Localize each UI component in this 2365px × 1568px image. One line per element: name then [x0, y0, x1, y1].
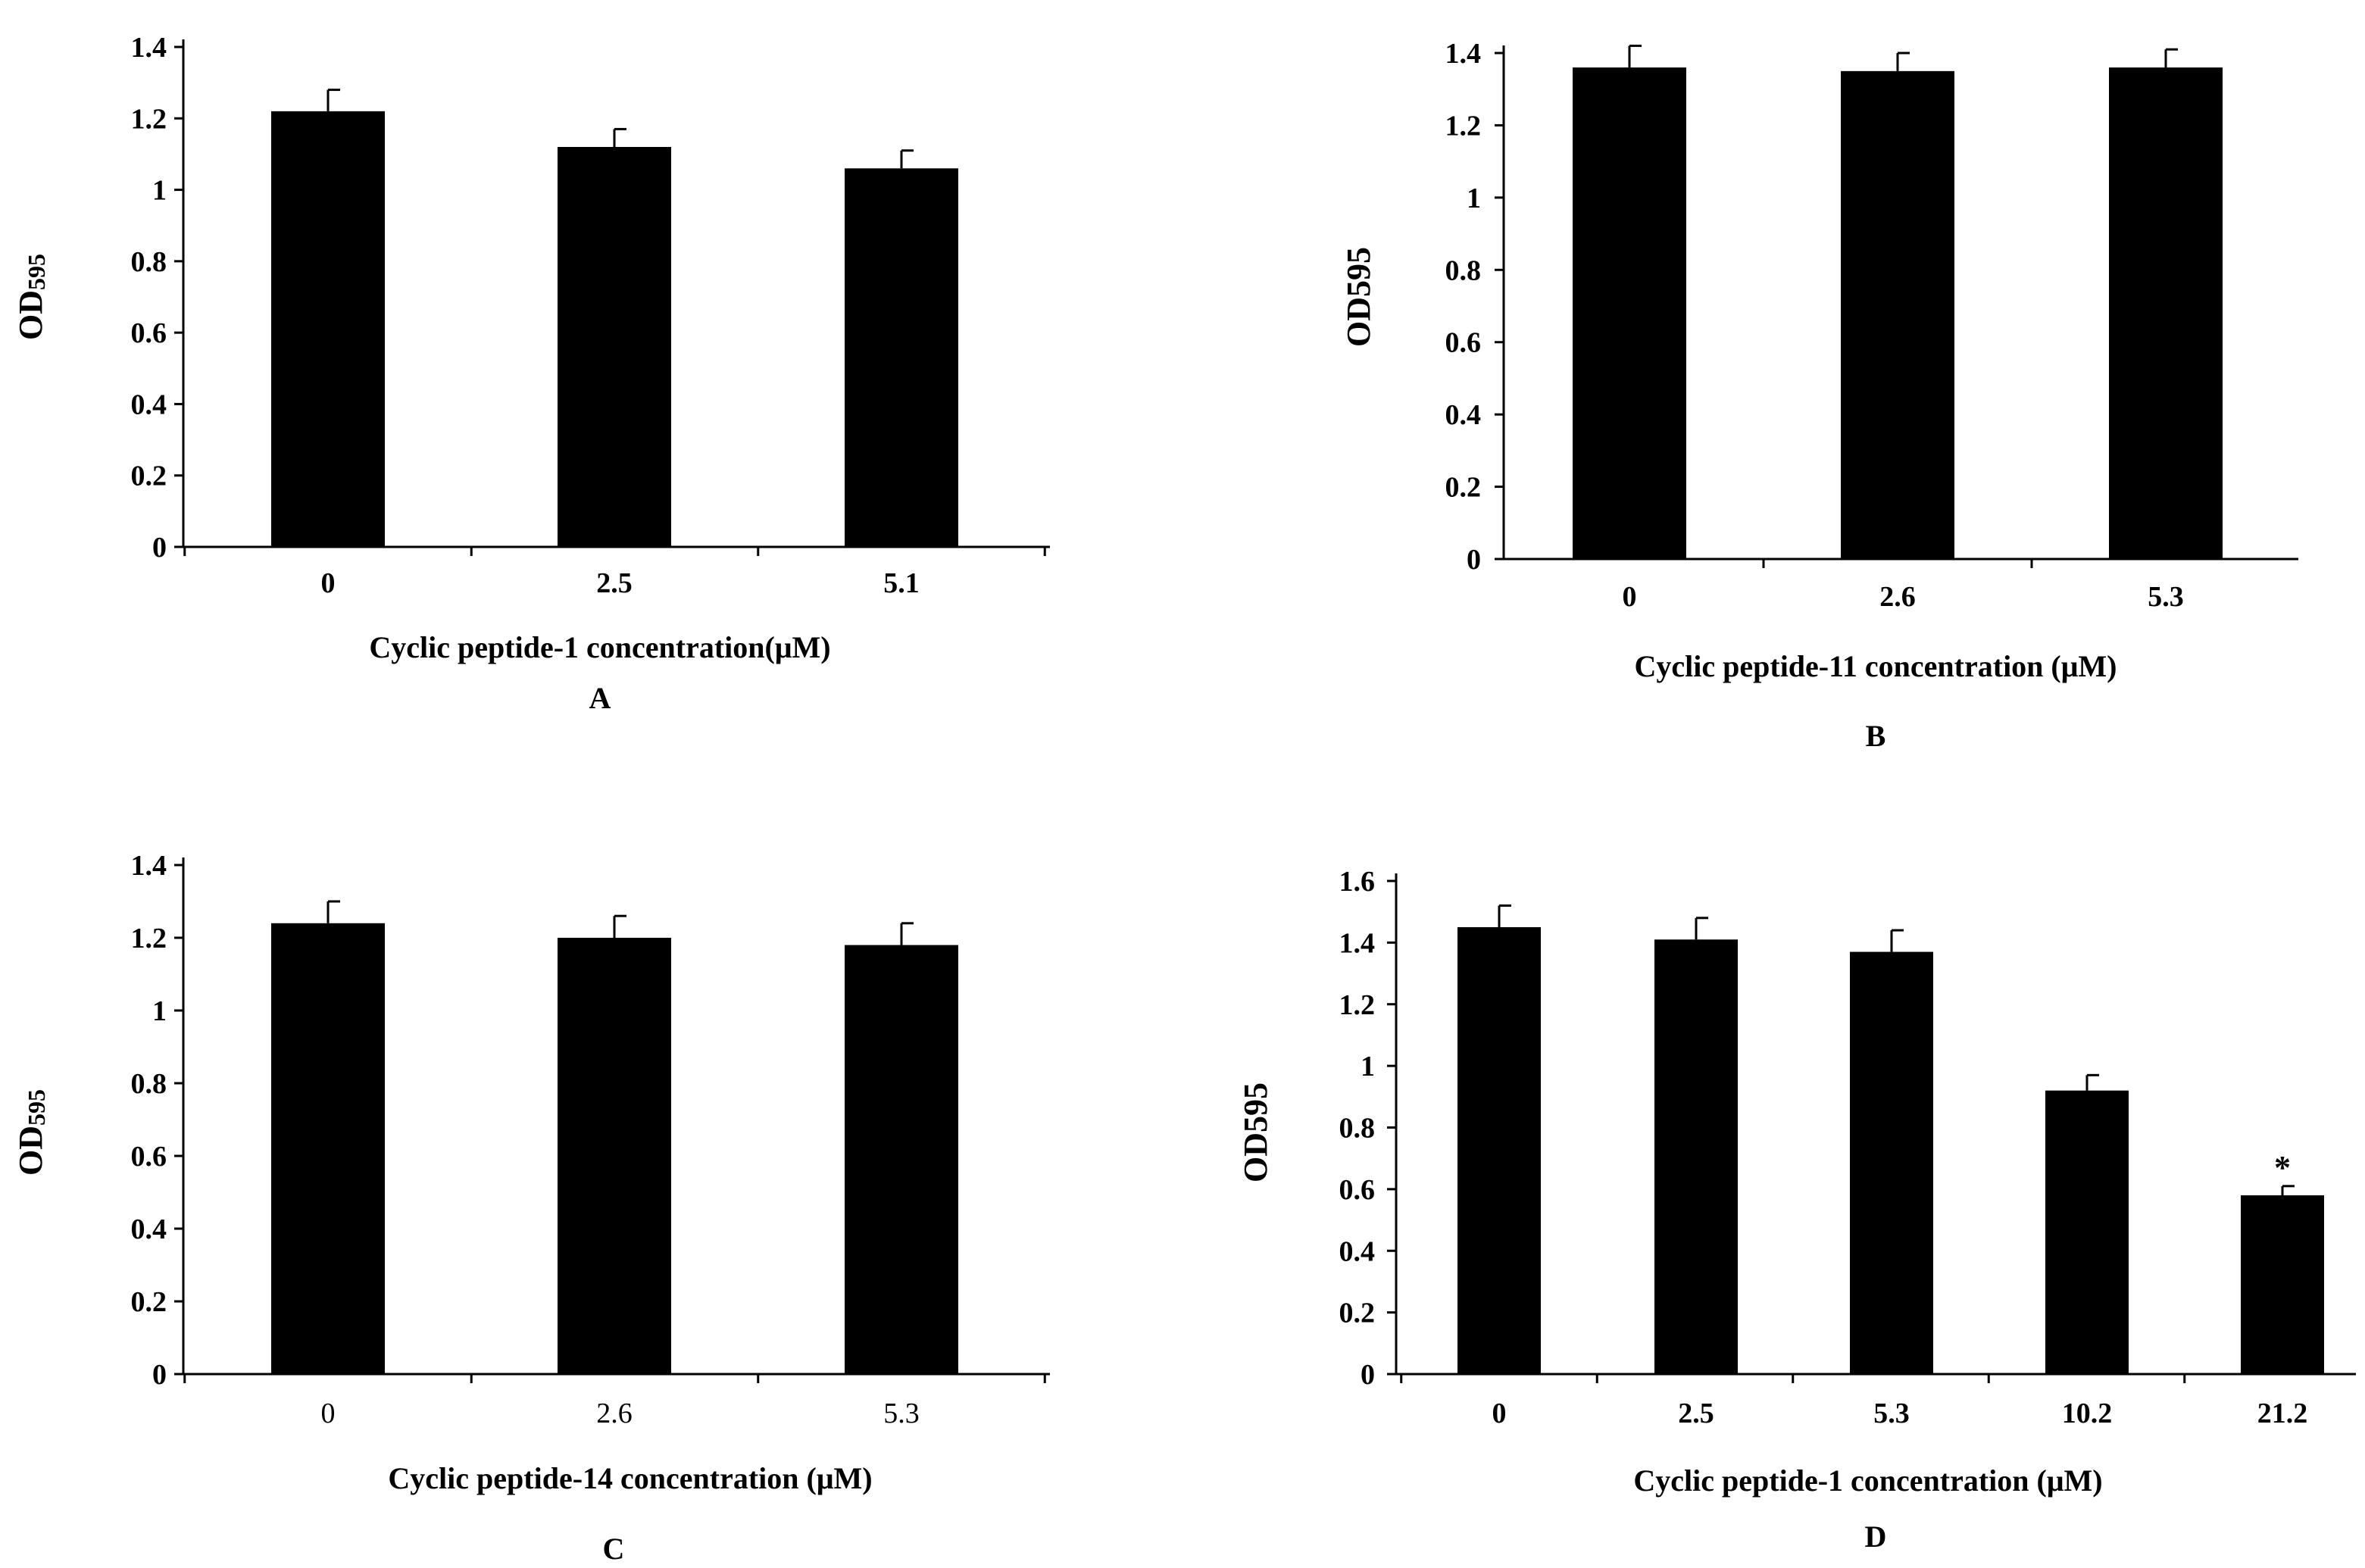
x-axis-title: Cyclic peptide-11 concentration (μM): [1635, 649, 2117, 683]
y-tick-label: 0.8: [1445, 255, 1482, 286]
y-tick-label: 0: [152, 532, 167, 564]
x-category-label: 2.5: [596, 567, 633, 599]
x-axis-title: Cyclic peptide-14 concentration (μM): [388, 1461, 872, 1495]
y-tick-label: 1: [152, 995, 167, 1027]
bar-d-3: [2045, 1090, 2129, 1374]
bar-b-1: [1841, 70, 1954, 560]
y-axis-title-main: OD: [12, 1126, 49, 1176]
y-tick-label: 0.4: [131, 389, 167, 420]
y-axis-title: OD595: [12, 254, 50, 340]
y-axis-title-main: OD595: [1340, 247, 1377, 347]
y-tick-label: 0.2: [131, 461, 167, 492]
chart-panel-a: 0 0.2 0.4 0.6 0.8 1 1.2 1.4 0 2.5 5.1 OD595 Cyclic p…: [12, 32, 1050, 715]
y-axis-title: OD595: [12, 1089, 50, 1176]
bar-b-2: [2109, 67, 2223, 560]
bar-a-2: [845, 168, 958, 548]
y-tick-label: 0.2: [1445, 472, 1482, 504]
bar-d-0: [1457, 927, 1541, 1374]
panel-label: C: [603, 1532, 625, 1566]
bar-a-1: [558, 147, 671, 547]
y-tick-label: 0.2: [131, 1286, 167, 1318]
y-tick-label: 0.6: [131, 1141, 167, 1173]
bar-d-2: [1850, 951, 1933, 1374]
x-category-label: 0: [321, 1398, 336, 1429]
y-tick-label: 0.8: [1339, 1113, 1376, 1145]
bar-b-0: [1573, 67, 1686, 560]
y-tick-label: 0: [1467, 544, 1481, 576]
x-category-label: 10.2: [2062, 1398, 2113, 1429]
y-tick-label: 1.2: [1445, 110, 1482, 142]
x-category-label: 21.2: [2257, 1398, 2308, 1429]
bar-c-1: [558, 938, 671, 1374]
y-tick-label: 0.6: [1339, 1174, 1376, 1206]
y-axis-title-main: OD: [12, 290, 49, 340]
y-tick-label: 0.6: [131, 317, 167, 349]
y-tick-label: 1.2: [1339, 989, 1376, 1021]
x-category-label: 0: [321, 567, 336, 599]
y-tick-label: 0.6: [1445, 327, 1482, 359]
y-axis-title-main: OD595: [1237, 1082, 1274, 1182]
y-tick-label: 1.4: [1445, 38, 1482, 70]
bar-c-0: [271, 923, 385, 1374]
x-axis-title: Cyclic peptide-1 concentration(μM): [369, 630, 830, 664]
bar-d-1: [1654, 939, 1738, 1374]
y-tick-label: 1.4: [131, 32, 167, 64]
y-tick-label: 1.4: [131, 850, 167, 882]
x-category-label: 5.3: [2148, 581, 2184, 613]
x-category-label: 0: [1623, 581, 1637, 613]
x-category-label: 0: [1492, 1398, 1507, 1429]
y-tick-label: 1.6: [1339, 866, 1376, 898]
y-tick-label: 0.8: [131, 246, 167, 278]
x-category-label: 2.6: [1879, 581, 1916, 613]
y-axis-title-subscript: 595: [23, 1089, 50, 1126]
y-tick-label: 1: [1467, 183, 1481, 214]
panel-label: A: [589, 681, 611, 715]
x-category-label: 5.3: [883, 1398, 920, 1429]
y-axis-title: OD595: [1237, 1082, 1274, 1182]
y-tick-label: 1: [1361, 1051, 1375, 1082]
y-tick-label: 0.2: [1339, 1298, 1376, 1329]
chart-panel-c: 0 0.2 0.4 0.6 0.8 1 1.2 1.4 0 2.6 5.3 OD595 Cyclic p…: [12, 850, 1050, 1566]
y-tick-label: 0: [1361, 1359, 1375, 1391]
x-category-label: 2.5: [1678, 1398, 1714, 1429]
panel-label: B: [1866, 719, 1886, 753]
chart-panel-d: 0 0.2 0.4 0.6 0.8 1 1.2 1.4 1.6 0 2.5 5.3 10.2 21.2 * O…: [1237, 866, 2356, 1554]
bar-d-4: [2241, 1195, 2324, 1374]
x-category-label: 5.1: [883, 567, 920, 599]
significance-marker: *: [2274, 1149, 2291, 1186]
y-tick-label: 0.4: [1339, 1235, 1376, 1267]
bar-a-0: [271, 111, 385, 547]
y-tick-label: 1.2: [131, 923, 167, 954]
panel-label: D: [1865, 1520, 1887, 1554]
y-axis-title: OD595: [1340, 247, 1377, 347]
x-category-label: 5.3: [1873, 1398, 1910, 1429]
x-category-label: 2.6: [596, 1398, 633, 1429]
y-tick-label: 0.8: [131, 1068, 167, 1100]
y-tick-label: 0: [152, 1359, 167, 1391]
x-axis-title: Cyclic peptide-1 concentration (μM): [1633, 1463, 2102, 1498]
bar-c-2: [845, 945, 958, 1374]
y-axis-title-subscript: 595: [23, 254, 50, 290]
y-tick-label: 1: [152, 175, 167, 207]
y-tick-label: 0.4: [1445, 399, 1482, 431]
y-tick-label: 0.4: [131, 1213, 167, 1245]
y-tick-label: 1.4: [1339, 927, 1376, 959]
y-tick-label: 1.2: [131, 103, 167, 135]
chart-panel-b: 0 0.2 0.4 0.6 0.8 1 1.2 1.4 0 2.6 5.3 OD595 Cyclic p…: [1340, 38, 2298, 753]
